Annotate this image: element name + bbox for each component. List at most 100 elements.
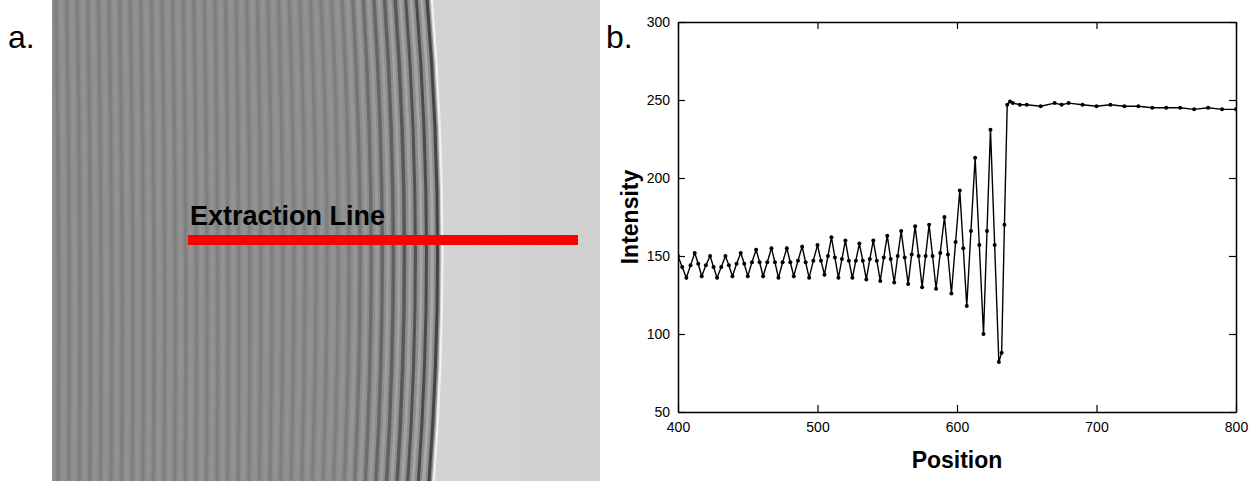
tick: 200 [647,170,685,186]
data-point [833,256,837,260]
data-point [678,254,680,258]
tick [1097,22,1098,29]
data-point [927,223,931,227]
data-point [1108,103,1112,107]
tick-label: 700 [1085,419,1109,435]
data-point [1039,104,1043,108]
tick-mark [957,405,958,412]
fringe-dark [130,0,133,481]
tick-mark [1229,334,1236,335]
fringe-light [178,0,181,481]
data-point [735,262,739,266]
axis-yticks [1229,23,1237,413]
annotation: Extraction Line [190,201,385,231]
data-point [1000,351,1004,355]
fringe-dark [88,0,91,481]
data-point [938,251,942,255]
tick: 500 [806,405,830,435]
data-point [857,242,861,246]
data-point [727,263,731,267]
data-point [871,238,875,242]
data-point [807,276,811,280]
data-point [836,276,840,280]
axis-xticks: 400500600700800 [667,405,1249,435]
data-point [985,229,989,233]
data-point [1005,103,1009,107]
fringe-light [114,0,117,481]
panel-label: a. [8,19,35,55]
fringe-dark [162,0,165,481]
tick-label: 600 [946,419,970,435]
data-point [773,260,777,264]
fringe-dark [141,0,144,481]
data-point [840,257,844,261]
fringe-light [72,0,75,481]
tick-mark [1229,100,1236,101]
extraction-line [188,235,578,245]
data-point [1220,107,1224,111]
data-point [1150,106,1154,110]
data-point [1018,103,1022,107]
data-point [917,254,921,258]
data-point [1011,101,1015,105]
data-point [969,229,973,233]
data-point [776,276,780,280]
tick [1229,412,1236,413]
data-point [847,259,851,263]
data-point [730,274,734,278]
axis-title: Position [912,447,1003,473]
tick: 700 [1085,405,1109,435]
data-point [977,243,981,247]
tick [1229,22,1236,23]
data-point [769,246,773,250]
data-point [826,254,830,258]
tick-mark [1096,405,1097,412]
fringe-light [61,0,64,481]
data-line [678,102,1236,363]
data-point [708,254,712,258]
data-point [1095,104,1099,108]
axis-yticks: 50100150200250300 [647,14,685,420]
data-point [920,285,924,289]
data-point [785,246,789,250]
tick: 600 [946,405,970,435]
plot-area [678,100,1236,365]
tick-mark [1229,178,1236,179]
data-point [1136,104,1140,108]
tick-label: 500 [806,419,830,435]
data-point [800,245,804,249]
data-point [913,224,917,228]
tick-label: 800 [1225,419,1249,435]
data-point [1002,223,1006,227]
tick-mark [678,100,685,101]
data-point [993,243,997,247]
data-point [719,265,723,269]
fringe-dark [77,0,80,481]
data-point [973,156,977,160]
data-point [954,240,958,244]
fringe-light [52,0,53,481]
fringe-dark [183,0,186,481]
panel-label: b. [606,19,633,55]
data-point [958,188,962,192]
data-point [1192,107,1196,111]
tick-mark [1229,22,1236,23]
data-point [1060,103,1064,107]
tick: 50 [654,404,685,420]
tick [818,22,819,29]
data-point [934,287,938,291]
data-point [796,259,800,263]
data-point [822,273,826,277]
data-point [850,276,854,280]
fringe-light [93,0,96,481]
data-point [878,279,882,283]
data-point [892,281,896,285]
data-point [684,276,688,280]
data-point [1081,103,1085,107]
tick: 300 [647,14,685,30]
fringe-dark [120,0,123,481]
data-point [942,215,946,219]
data-point [704,263,708,267]
data-point [758,260,762,264]
data-point [1053,101,1057,105]
